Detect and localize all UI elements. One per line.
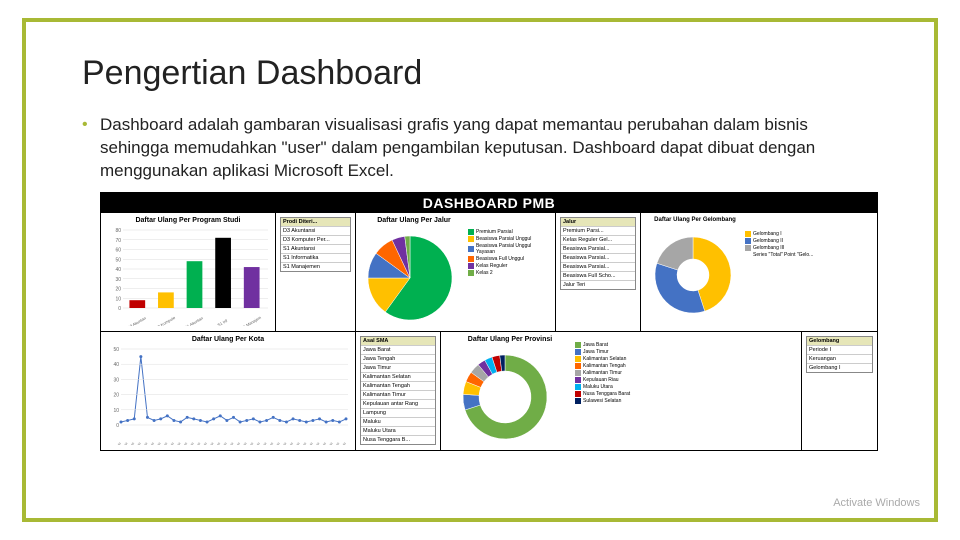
svg-text:Kota: Kota — [300, 441, 307, 445]
dashboard-title: DASHBOARD PMB — [101, 193, 877, 213]
pie-chart — [360, 226, 460, 324]
svg-text:Kota: Kota — [280, 441, 287, 445]
donut-legend: Jawa BaratJawa TimurKalimantan SelatanKa… — [575, 336, 797, 446]
svg-text:Kota: Kota — [201, 441, 208, 445]
line-chart-cell: Daftar Ulang Per Kota 01020304050KotaKot… — [101, 332, 356, 450]
pie-chart-cell: Daftar Ulang Per Jalur Premium ParsialBe… — [356, 213, 556, 331]
svg-text:Kota: Kota — [260, 441, 267, 445]
slide-content: Pengertian Dashboard • Dashboard adalah … — [82, 54, 878, 451]
svg-text:0: 0 — [116, 423, 119, 429]
svg-text:10: 10 — [115, 296, 121, 302]
svg-text:Kota: Kota — [188, 441, 195, 445]
jalur-list-cell: JalurPremium Parsi...Kelas Reguler Gel..… — [556, 213, 641, 331]
svg-text:60: 60 — [115, 248, 121, 254]
svg-text:Kota: Kota — [155, 441, 162, 445]
svg-text:Kota: Kota — [307, 441, 314, 445]
svg-text:Kota: Kota — [168, 441, 175, 445]
svg-text:30: 30 — [115, 277, 121, 283]
donut-chart-cell: Daftar Ulang Per Provinsi Jawa BaratJawa… — [441, 332, 802, 450]
svg-text:Kota: Kota — [128, 441, 135, 445]
svg-text:0: 0 — [118, 306, 121, 312]
svg-text:Kota: Kota — [214, 441, 221, 445]
svg-text:Kota: Kota — [327, 441, 334, 445]
svg-text:Kota: Kota — [241, 441, 248, 445]
svg-text:Kota: Kota — [313, 441, 320, 445]
svg-text:Kota: Kota — [254, 441, 261, 445]
svg-text:50: 50 — [115, 257, 121, 263]
svg-text:Kota: Kota — [340, 441, 347, 445]
ring-chart-title: Daftar Ulang Per Gelombang — [645, 217, 745, 223]
svg-text:Kota: Kota — [274, 441, 281, 445]
svg-text:80: 80 — [115, 228, 121, 234]
svg-text:Kota: Kota — [141, 441, 148, 445]
svg-text:Kota: Kota — [227, 441, 234, 445]
line-chart-title: Daftar Ulang Per Kota — [105, 336, 351, 343]
bar-chart-title: Daftar Ulang Per Program Studi — [105, 217, 271, 224]
svg-text:Kota: Kota — [174, 441, 181, 445]
watermark-line1: Activate Windows — [833, 497, 920, 510]
svg-text:40: 40 — [115, 267, 121, 273]
svg-text:Kota: Kota — [121, 441, 128, 445]
svg-text:Kota: Kota — [148, 441, 155, 445]
svg-text:Kota: Kota — [181, 441, 188, 445]
svg-text:Kota: Kota — [333, 441, 340, 445]
bar-chart: 0 10 20 30 40 50 60 70 80 D3 Akuntan D3 Kompute S1 … — [105, 226, 270, 326]
svg-text:Kota: Kota — [247, 441, 254, 445]
svg-text:S1 Inf: S1 Inf — [217, 317, 229, 326]
svg-text:Kota: Kota — [320, 441, 327, 445]
svg-text:50: 50 — [113, 347, 119, 353]
svg-text:10: 10 — [113, 408, 119, 414]
windows-watermark: Activate Windows — [833, 497, 920, 510]
asal-list-cell: Asal SMAJawa BaratJawa TengahJawa TimurK… — [356, 332, 441, 450]
prodi-list-cell: Prodi Diteri...D3 AkuntansiD3 Komputer P… — [276, 213, 356, 331]
dashboard-screenshot: DASHBOARD PMB Daftar Ulang Per Program S… — [100, 192, 878, 451]
line-chart: 01020304050KotaKotaKotaKotaKotaKotaKotaK… — [105, 345, 350, 445]
svg-text:Kota: Kota — [234, 441, 241, 445]
gel-list-cell: GelombangPeriode IKeruanganGelombang I — [802, 332, 877, 450]
svg-text:Kota: Kota — [207, 441, 214, 445]
slide-title: Pengertian Dashboard — [82, 54, 878, 93]
ring-legend: Gelombang IGelombang IIGelombang IIISeri… — [745, 217, 873, 327]
svg-text:Kota: Kota — [287, 441, 294, 445]
ring-chart-cell: Daftar Ulang Per Gelombang Gelombang IGe… — [641, 213, 877, 331]
svg-text:S1 Manajem: S1 Manajem — [240, 315, 263, 326]
ring-chart — [645, 225, 741, 321]
bar-chart-cell: Daftar Ulang Per Program Studi 0 10 20 30 40… — [101, 213, 276, 331]
donut-chart-title: Daftar Ulang Per Provinsi — [445, 336, 575, 343]
svg-text:20: 20 — [113, 393, 119, 399]
svg-text:40: 40 — [113, 362, 119, 368]
svg-text:Kota: Kota — [267, 441, 274, 445]
bullet-icon: • — [82, 113, 92, 137]
bullet-item: • Dashboard adalah gambaran visualisasi … — [82, 113, 878, 182]
svg-text:S1 Akuntan: S1 Akuntan — [184, 315, 204, 326]
svg-text:Kota: Kota — [194, 441, 201, 445]
dashboard-row-1: Daftar Ulang Per Program Studi 0 10 20 30 40… — [101, 213, 877, 332]
donut-chart — [445, 345, 565, 443]
pie-legend: Premium ParsialBeasiswa Parsial UnggulBe… — [468, 217, 551, 327]
dashboard-row-2: Daftar Ulang Per Kota 01020304050KotaKot… — [101, 332, 877, 450]
svg-text:Kota: Kota — [161, 441, 168, 445]
jalur-table: JalurPremium Parsi...Kelas Reguler Gel..… — [560, 217, 636, 290]
gel-table: GelombangPeriode IKeruanganGelombang I — [806, 336, 873, 373]
asal-table: Asal SMAJawa BaratJawa TengahJawa TimurK… — [360, 336, 436, 445]
svg-text:D3 Kompute: D3 Kompute — [154, 315, 176, 326]
svg-text:D3 Akuntan: D3 Akuntan — [126, 315, 146, 326]
svg-text:Kota: Kota — [293, 441, 300, 445]
pie-chart-title: Daftar Ulang Per Jalur — [360, 217, 468, 224]
svg-text:Kota: Kota — [115, 441, 122, 445]
svg-text:70: 70 — [115, 238, 121, 244]
svg-text:30: 30 — [113, 377, 119, 383]
prodi-table: Prodi Diteri...D3 AkuntansiD3 Komputer P… — [280, 217, 351, 272]
svg-text:20: 20 — [115, 287, 121, 293]
bullet-text: Dashboard adalah gambaran visualisasi gr… — [100, 113, 878, 182]
svg-text:Kota: Kota — [135, 441, 142, 445]
svg-text:Kota: Kota — [221, 441, 228, 445]
